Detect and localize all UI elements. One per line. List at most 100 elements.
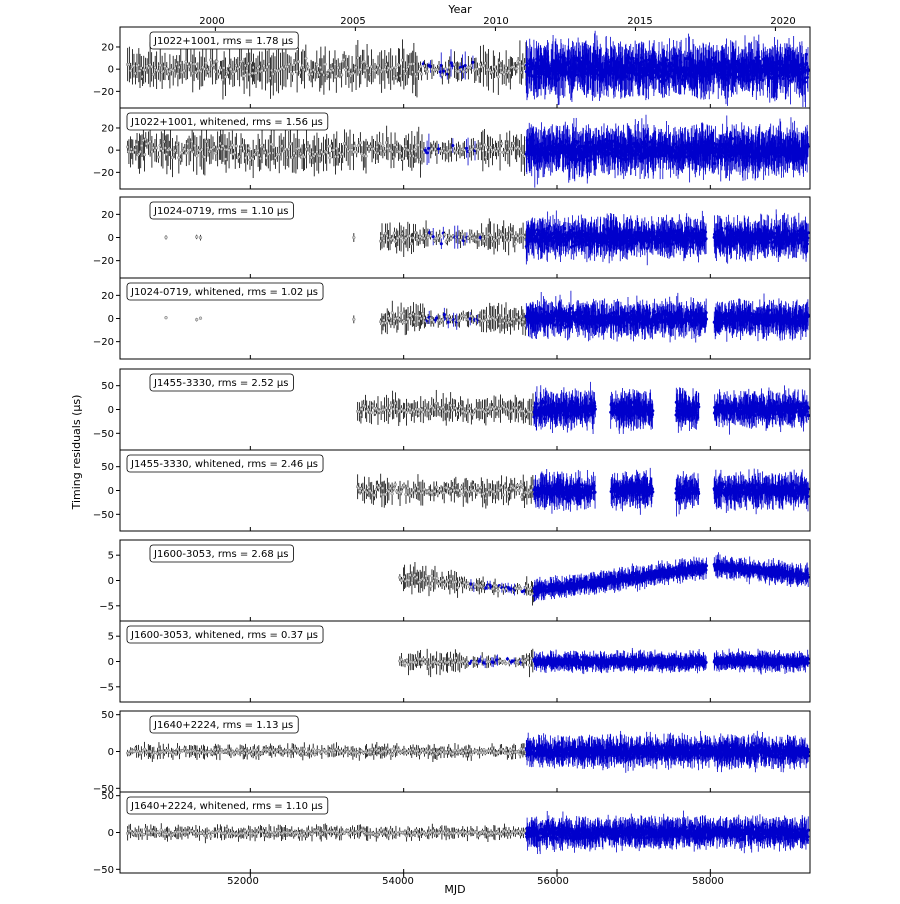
residual-point [246,153,249,156]
residual-point [519,61,522,64]
residual-point [265,156,268,159]
residual-point [177,72,180,75]
residual-point [495,150,498,153]
residual-point [502,234,505,237]
y-tick-label: −20 [93,168,114,179]
residual-point [338,152,341,155]
residual-point [215,60,218,63]
residual-point [178,66,181,69]
residual-point [205,140,208,143]
residual-point [419,158,422,161]
y-tick-label: 20 [101,123,114,134]
residual-point [244,64,247,67]
residual-point [189,148,192,151]
residual-point [327,145,330,148]
residual-point [343,142,346,145]
top-axis-title: Year [447,3,472,16]
residual-point [264,68,267,71]
residual-point [666,59,669,62]
residual-point [472,61,475,64]
residual-point [352,236,355,239]
residual-point [483,143,486,146]
residual-point [186,63,189,66]
residual-point [199,236,202,239]
residual-point [162,149,165,152]
residual-point [294,61,297,64]
residual-point [498,235,501,238]
residual-point [493,66,496,69]
residual-point [419,65,422,68]
residual-point [457,147,460,150]
residual-point [410,149,413,152]
residual-point [340,73,343,76]
residual-point [157,156,160,159]
residual-point [223,67,226,70]
residual-point [343,58,346,61]
residual-point [448,234,451,237]
residual-point [365,155,368,158]
residual-point [133,64,136,67]
residual-point [489,146,492,149]
residual-point [305,148,308,151]
residual-point [238,155,241,158]
panel-label: J1022+1001, whitened, rms = 1.56 μs [130,117,323,128]
residual-point [378,67,381,70]
residual-point [383,150,386,153]
residual-point [207,146,210,149]
residual-point [494,239,497,242]
residual-point [790,138,793,141]
year-tick-label: 2020 [770,16,795,27]
residual-point [426,70,429,73]
residual-point [438,235,441,238]
residual-point [191,140,194,143]
residual-point [284,148,287,151]
residual-point [185,152,188,155]
residual-point [240,147,243,150]
residual-point [247,147,250,150]
y-tick-label: −20 [93,87,114,98]
residual-point [308,152,311,155]
residual-point [414,231,417,234]
residual-point [303,156,306,159]
residual-point [172,69,175,72]
residual-point [399,74,402,77]
residual-point [512,142,515,145]
residual-point [477,149,480,152]
residual-point [377,64,380,67]
residual-point [261,69,264,72]
residual-point [457,70,460,73]
residual-point [374,151,377,154]
residual-point [286,156,289,159]
residual-point [429,65,432,68]
residual-point [357,144,360,147]
residual-point [273,146,276,149]
residual-point [380,149,383,152]
residual-point [207,70,210,73]
residual-point [332,69,335,72]
residual-point [383,239,386,242]
residual-point [387,239,390,242]
residual-point [436,151,439,154]
residual-point [547,239,550,242]
year-tick-label: 2015 [627,16,652,27]
residual-point [307,145,310,148]
residual-point [362,60,365,63]
residual-point [476,68,479,71]
residual-point [370,65,373,68]
residual-point [154,66,157,69]
residual-point [209,59,212,62]
residual-point [157,70,160,73]
residual-point [213,64,216,67]
residual-point [262,64,265,67]
mjd-tick-label: 58000 [692,876,724,887]
residual-point [497,147,500,150]
residual-point [413,148,416,151]
residual-point [444,67,447,70]
residual-point [228,149,231,152]
residual-point [261,144,264,147]
residual-point [246,69,249,72]
residual-point [504,239,507,242]
residual-point [322,153,325,156]
